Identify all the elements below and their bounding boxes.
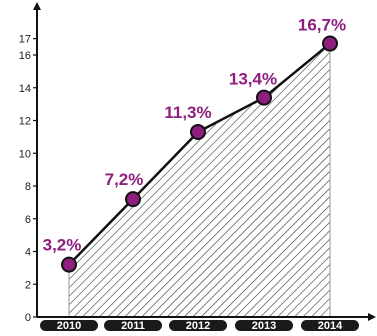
category-pills-group: 2010 2011 2012 2013 2014 bbox=[40, 320, 359, 332]
data-labels-group: 3,2% 7,2% 11,3% 13,4% 16,7% bbox=[43, 16, 346, 255]
data-point bbox=[125, 191, 141, 208]
category-pill bbox=[40, 320, 98, 331]
y-tick-label: 2 bbox=[25, 279, 31, 291]
x-tick-label: 2014 bbox=[318, 320, 343, 332]
data-point bbox=[190, 123, 206, 140]
area-fill bbox=[69, 43, 330, 317]
y-tick-label: 6 bbox=[25, 214, 31, 226]
category-pill bbox=[301, 320, 359, 331]
data-point bbox=[256, 89, 272, 106]
data-label: 16,7% bbox=[298, 16, 346, 35]
y-tick-label: 17 bbox=[19, 34, 31, 46]
y-tick-label: 12 bbox=[19, 116, 31, 128]
y-tick-label: 4 bbox=[25, 247, 31, 259]
data-point bbox=[61, 256, 77, 273]
y-axis-arrow bbox=[33, 2, 41, 10]
data-label: 3,2% bbox=[43, 236, 82, 255]
data-label: 13,4% bbox=[229, 70, 277, 89]
x-tick-label: 2010 bbox=[57, 320, 81, 332]
y-tick-label: 0 bbox=[25, 312, 31, 324]
x-tick-label: 2011 bbox=[121, 320, 145, 332]
data-point bbox=[322, 35, 338, 52]
y-tick-label: 14 bbox=[19, 83, 31, 95]
data-points-group bbox=[61, 35, 338, 273]
x-tick-label: 2012 bbox=[186, 320, 210, 332]
category-pill bbox=[235, 320, 293, 331]
y-tick-label: 16 bbox=[19, 50, 31, 62]
area-fill-group bbox=[68, 43, 331, 317]
x-tick-label: 2013 bbox=[252, 320, 276, 332]
axes-group: 0 2 4 6 8 10 12 14 16 17 bbox=[19, 2, 376, 324]
data-label: 7,2% bbox=[105, 170, 144, 189]
category-pill bbox=[104, 320, 162, 331]
x-axis-arrow bbox=[368, 313, 376, 321]
y-tick-label: 8 bbox=[25, 181, 31, 193]
category-pill bbox=[169, 320, 227, 331]
y-tick-label: 10 bbox=[19, 148, 31, 160]
data-label: 11,3% bbox=[164, 103, 211, 122]
